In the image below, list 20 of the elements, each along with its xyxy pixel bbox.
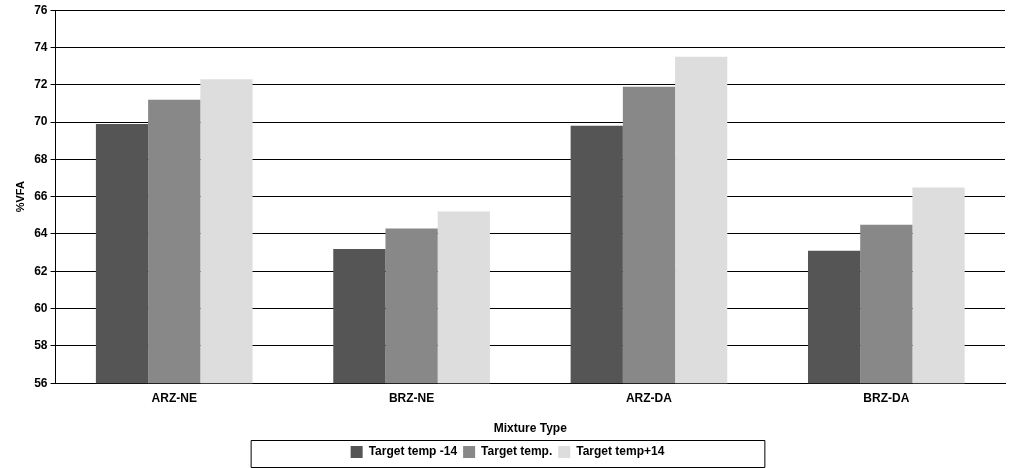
legend-label: Target temp+14 xyxy=(576,444,665,459)
legend-label: Target temp -14 xyxy=(368,444,458,459)
x-axis-title: Mixture Type xyxy=(493,421,568,436)
y-axis-title: %VFA xyxy=(13,181,26,213)
y-tick-label: 60 xyxy=(34,300,48,315)
y-tick-label: 72 xyxy=(34,77,48,92)
y-tick-label: 62 xyxy=(34,263,48,278)
y-tick-label: 68 xyxy=(34,151,48,166)
y-tick-label: 76 xyxy=(34,2,48,17)
y-tick-label: 70 xyxy=(34,114,48,129)
y-tick-label: 56 xyxy=(34,375,48,390)
y-tick-label: 64 xyxy=(34,226,48,241)
y-tick-label: 58 xyxy=(34,338,48,353)
legend-label: Target temp. xyxy=(481,444,553,459)
x-tick-label: BRZ-DA xyxy=(863,390,910,405)
x-tick-label: ARZ-NE xyxy=(151,390,197,405)
y-tick-label: 66 xyxy=(34,189,48,204)
y-tick-label: 74 xyxy=(34,39,48,54)
x-tick-label: BRZ-NE xyxy=(388,390,435,405)
x-tick-label: ARZ-DA xyxy=(625,390,673,405)
